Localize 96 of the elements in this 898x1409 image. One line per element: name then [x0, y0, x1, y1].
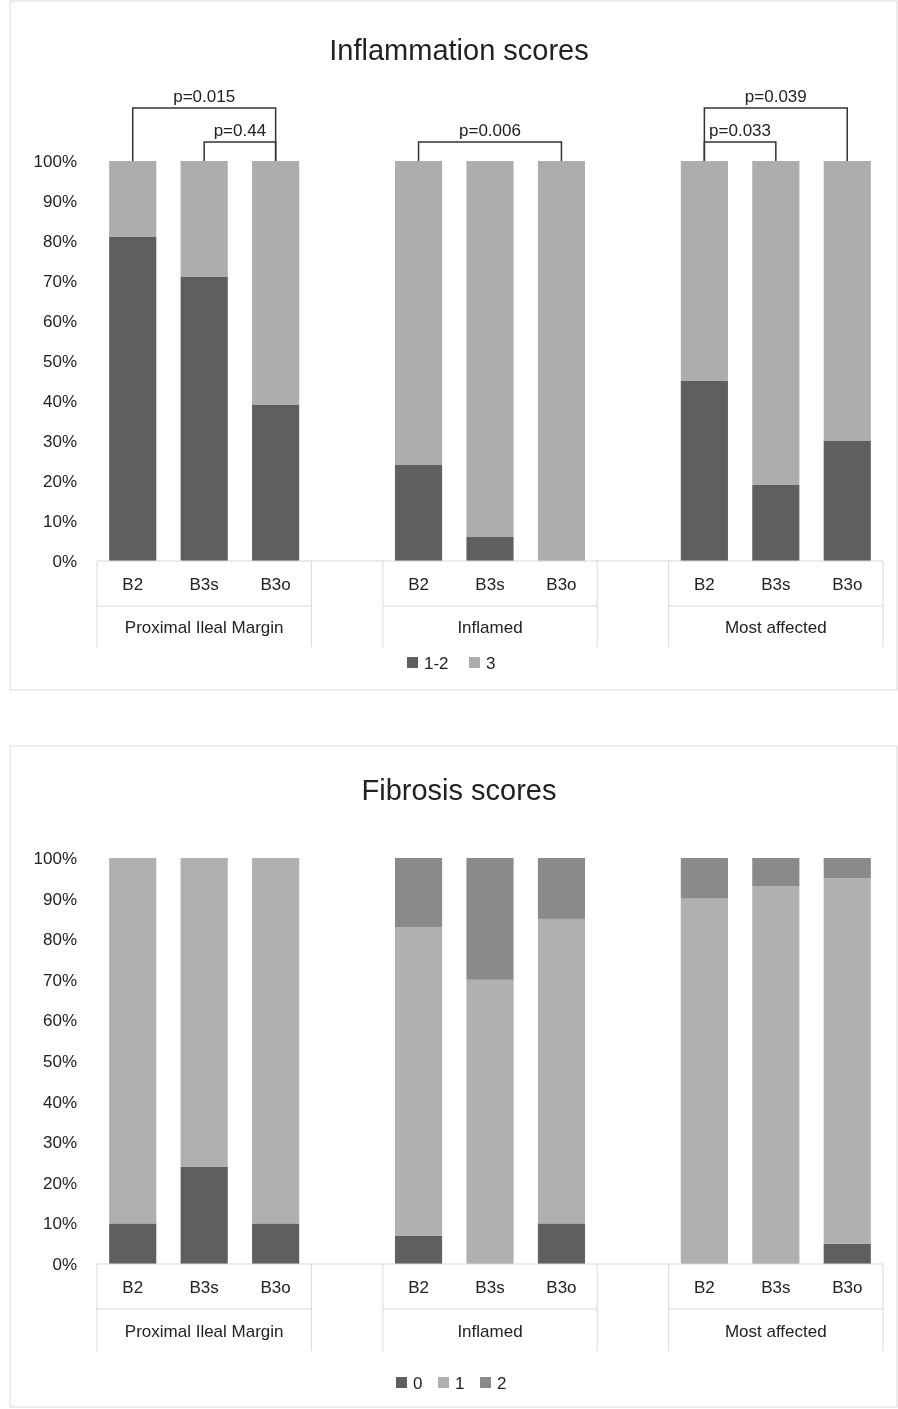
y-tick-label: 10% — [42, 1214, 77, 1234]
text: Proximal Ileal Margin — [124, 618, 284, 637]
x-tick-label: B3o — [546, 1278, 577, 1297]
y-tick-label: 100% — [33, 151, 77, 171]
text: Most affected — [724, 618, 827, 637]
x-tick-label: B3o — [260, 575, 291, 594]
y-tick-label: 60% — [42, 1011, 77, 1031]
x-tick-label: B2 — [122, 575, 144, 594]
y-tick-label: 20% — [42, 471, 77, 491]
y-tick-label: 40% — [42, 391, 77, 411]
y-tick-label: 10% — [42, 511, 77, 531]
bar — [252, 858, 300, 1224]
bar — [823, 1243, 871, 1264]
text: p=0.44 — [213, 121, 267, 140]
x-tick-label: B2 — [122, 1278, 144, 1297]
bar — [466, 979, 514, 1264]
text: p=0.033 — [709, 121, 772, 140]
bar — [394, 1235, 443, 1264]
chart-title: Inflammation scores — [329, 34, 589, 66]
x-tick-label: B3s — [761, 1278, 791, 1297]
bar — [394, 858, 443, 928]
bar — [537, 1223, 586, 1264]
x-tick-label: B2 — [693, 1278, 715, 1297]
bar — [823, 878, 871, 1244]
bar — [109, 858, 157, 1224]
bar — [109, 161, 157, 237]
y-tick-label: 50% — [42, 1051, 77, 1071]
text: Proximal Ileal Margin — [124, 1322, 284, 1341]
y-tick-label: 0% — [52, 551, 77, 571]
bar — [252, 1223, 300, 1264]
y-tick-label: 70% — [42, 970, 77, 990]
text: p=0.039 — [744, 87, 807, 106]
legend-label: 2 — [497, 1374, 507, 1393]
bar — [537, 858, 586, 919]
bar — [752, 886, 800, 1264]
bar — [466, 161, 514, 537]
text: Inflamed — [457, 618, 523, 637]
bar — [680, 858, 728, 899]
legend-label: 3 — [486, 654, 496, 673]
bar — [466, 858, 514, 980]
y-tick-label: 80% — [42, 930, 77, 950]
bar — [680, 161, 728, 381]
bar — [394, 161, 443, 465]
bar — [752, 858, 800, 887]
y-tick-label: 90% — [42, 889, 77, 909]
bar — [823, 161, 871, 441]
x-tick-label: B3o — [546, 575, 577, 594]
bar — [109, 1223, 157, 1264]
y-tick-label: 70% — [42, 271, 77, 291]
bar — [466, 537, 514, 561]
bar — [180, 277, 228, 561]
y-tick-label: 50% — [42, 351, 77, 371]
legend-label: 1 — [455, 1374, 465, 1393]
x-tick-label: B2 — [693, 575, 715, 594]
x-tick-label: B3s — [189, 1278, 219, 1297]
bar — [252, 405, 300, 561]
y-tick-label: 90% — [42, 191, 77, 211]
text: Inflamed — [457, 1322, 523, 1341]
chart-title: Fibrosis scores — [361, 774, 557, 806]
x-tick-label: B2 — [408, 1278, 429, 1297]
x-tick-label: B3s — [475, 1278, 505, 1297]
bar — [180, 161, 228, 277]
y-tick-label: 100% — [33, 848, 77, 868]
y-tick-label: 20% — [42, 1173, 77, 1193]
bar — [823, 441, 871, 561]
bar — [180, 858, 228, 1167]
y-tick-label: 40% — [42, 1092, 77, 1112]
x-tick-label: B3s — [189, 575, 219, 594]
y-tick-label: 60% — [42, 311, 77, 331]
x-tick-label: B2 — [408, 575, 429, 594]
x-tick-label: B3s — [761, 575, 791, 594]
y-tick-label: 30% — [42, 431, 77, 451]
y-tick-label: 30% — [42, 1133, 77, 1153]
bar — [752, 161, 800, 485]
legend-label: 0 — [413, 1374, 423, 1393]
y-tick-label: 80% — [42, 231, 77, 251]
x-tick-label: B3o — [260, 1278, 291, 1297]
x-tick-label: B3o — [832, 575, 863, 594]
bar — [680, 898, 728, 1264]
bar — [537, 918, 586, 1224]
text: Most affected — [724, 1322, 827, 1341]
bar — [823, 858, 871, 879]
bar — [752, 485, 800, 561]
text: p=0.015 — [173, 87, 236, 106]
x-tick-label: B3o — [832, 1278, 863, 1297]
x-tick-label: B3s — [475, 575, 505, 594]
bar — [180, 1166, 228, 1264]
legend-label: 1-2 — [424, 654, 449, 673]
text: p=0.006 — [459, 121, 521, 140]
bar — [109, 237, 157, 561]
bar — [537, 161, 586, 561]
bar — [680, 381, 728, 561]
bar — [394, 465, 443, 561]
bar — [394, 927, 443, 1236]
y-tick-label: 0% — [52, 1254, 77, 1274]
bar — [252, 161, 300, 405]
